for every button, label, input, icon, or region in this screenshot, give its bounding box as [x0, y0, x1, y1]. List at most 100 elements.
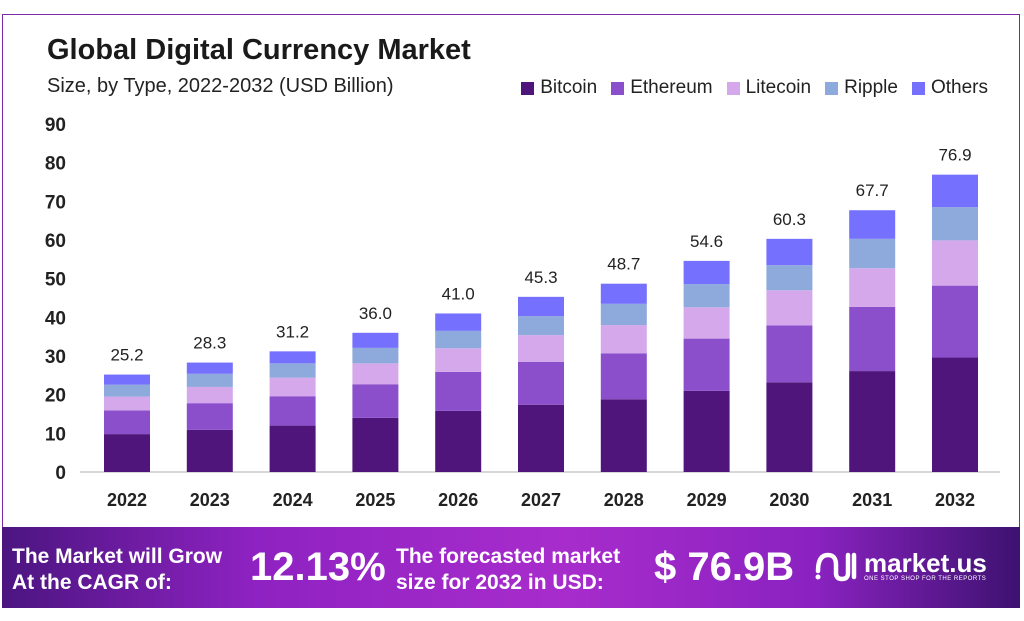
bar-ethereum-2027 [518, 361, 564, 405]
total-label: 67.7 [856, 181, 889, 200]
legend-item: Litecoin [726, 77, 812, 99]
y-tick-label: 40 [45, 308, 66, 329]
legend-swatch [825, 81, 839, 95]
cagr-label-line1: The Market will Grow [12, 545, 223, 568]
bar-litecoin-2028 [600, 325, 647, 354]
bar-others-2029 [683, 260, 730, 285]
bar-ripple-2024 [269, 363, 316, 378]
bar-ripple-2031 [849, 238, 896, 269]
bar-litecoin-2022 [104, 396, 150, 411]
legend-label: Ethereum [630, 77, 713, 98]
x-tick-label: 2032 [935, 490, 975, 510]
footer-banner: The Market will Grow At the CAGR of: 12.… [2, 527, 1020, 608]
bar-bitcoin-2023 [186, 429, 233, 472]
bar-others-2028 [600, 283, 647, 304]
legend-swatch [611, 81, 625, 95]
bar-ripple-2023 [186, 373, 233, 387]
x-tick-label: 2028 [604, 490, 644, 510]
bar-bitcoin-2024 [269, 425, 316, 472]
bar-litecoin-2024 [269, 377, 316, 397]
y-tick-label: 60 [45, 231, 66, 252]
bar-ripple-2026 [435, 330, 482, 349]
bar-others-2027 [518, 296, 564, 317]
total-label: 41.0 [442, 284, 475, 303]
bar-litecoin-2031 [849, 268, 896, 307]
legend: Bitcoin Ethereum Litecoin Ripple Others [521, 77, 988, 99]
forecast-value: $ 76.9B [654, 545, 795, 589]
legend-label: Litecoin [745, 77, 812, 98]
x-tick-label: 2024 [273, 490, 313, 510]
cagr-label-line2: At the CAGR of: [12, 571, 172, 594]
total-label: 48.7 [607, 255, 640, 274]
legend-label: Ripple [844, 77, 898, 98]
bar-ethereum-2028 [600, 353, 647, 400]
legend-item: Ripple [825, 77, 898, 99]
bar-others-2030 [766, 238, 813, 266]
bar-litecoin-2025 [352, 363, 399, 385]
bar-bitcoin-2030 [766, 382, 813, 472]
bar-bitcoin-2027 [518, 404, 564, 472]
total-label: 45.3 [524, 268, 557, 287]
bar-others-2023 [186, 362, 233, 374]
market-us-logo: market.us ONE STOP SHOP FOR THE REPORTS [814, 549, 987, 583]
bar-others-2026 [435, 313, 482, 331]
bar-ethereum-2024 [269, 396, 316, 426]
bar-litecoin-2027 [518, 335, 564, 362]
x-tick-label: 2023 [190, 490, 230, 510]
y-tick-label: 80 [45, 154, 66, 175]
bar-ethereum-2025 [352, 384, 399, 418]
bar-ripple-2027 [518, 316, 564, 336]
x-tick-label: 2025 [355, 490, 395, 510]
bar-bitcoin-2028 [600, 399, 647, 472]
bar-others-2024 [269, 351, 316, 364]
bar-ethereum-2029 [683, 338, 730, 391]
bar-ethereum-2022 [104, 410, 150, 435]
bar-ripple-2028 [600, 303, 647, 326]
bar-bitcoin-2025 [352, 417, 399, 472]
bar-ethereum-2026 [435, 371, 482, 411]
bar-litecoin-2029 [683, 307, 730, 339]
brand-tagline: ONE STOP SHOP FOR THE REPORTS [864, 576, 987, 582]
bar-others-2022 [104, 374, 150, 385]
brand-name: market.us [864, 548, 987, 578]
x-tick-label: 2030 [769, 490, 809, 510]
legend-swatch [726, 81, 740, 95]
total-label: 28.3 [193, 334, 226, 353]
total-label: 60.3 [773, 210, 806, 229]
chart-title: Global Digital Currency Market [47, 34, 471, 66]
bar-bitcoin-2031 [849, 371, 896, 472]
total-label: 54.6 [690, 232, 723, 251]
cagr-label: The Market will Grow At the CAGR of: [12, 544, 222, 596]
legend-label: Bitcoin [540, 77, 598, 98]
legend-item: Others [911, 77, 988, 99]
chart-subtitle: Size, by Type, 2022-2032 (USD Billion) [47, 75, 394, 97]
bar-others-2025 [352, 332, 399, 348]
y-tick-label: 50 [45, 270, 66, 291]
bar-ripple-2029 [683, 284, 730, 308]
bar-litecoin-2023 [186, 386, 233, 404]
bar-ethereum-2031 [849, 306, 896, 372]
legend-swatch [911, 81, 925, 95]
legend-item: Bitcoin [521, 77, 597, 99]
y-tick-label: 30 [45, 347, 66, 368]
y-tick-label: 90 [45, 115, 66, 136]
y-tick-label: 20 [45, 386, 66, 407]
legend-swatch [521, 81, 535, 95]
x-tick-label: 2029 [687, 490, 727, 510]
bar-litecoin-2026 [435, 348, 482, 372]
forecast-label-line1: The forecasted market [396, 545, 621, 568]
total-label: 31.2 [276, 322, 309, 341]
total-label: 36.0 [359, 304, 392, 323]
bar-others-2031 [849, 210, 896, 239]
bar-bitcoin-2032 [932, 357, 978, 472]
bar-ethereum-2032 [932, 285, 978, 358]
y-tick-label: 0 [55, 463, 66, 484]
total-label: 25.2 [110, 346, 143, 365]
bar-others-2032 [932, 174, 978, 208]
bar-bitcoin-2029 [683, 390, 730, 472]
bar-ripple-2022 [104, 384, 150, 397]
total-label: 76.9 [938, 146, 971, 165]
bar-bitcoin-2026 [435, 410, 482, 472]
legend-label: Others [930, 77, 988, 98]
cagr-value: 12.13% [250, 545, 386, 589]
